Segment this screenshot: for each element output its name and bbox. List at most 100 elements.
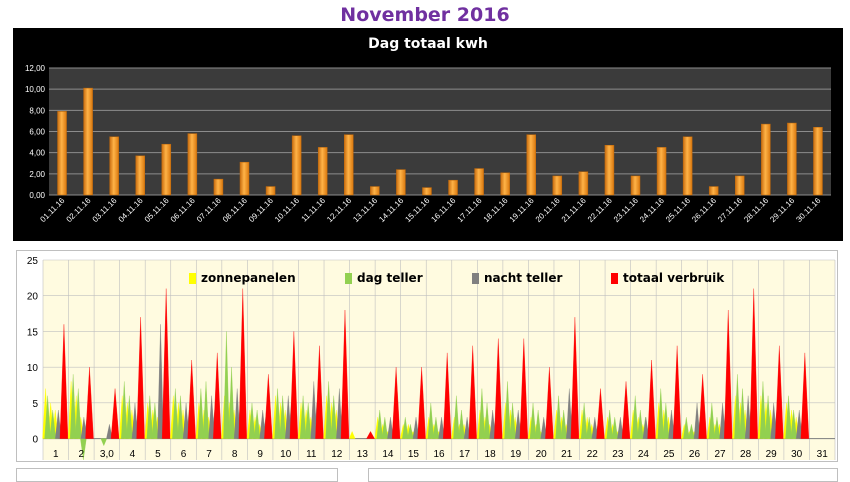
x-tick-label: 10.11.16 xyxy=(273,196,301,224)
spike xyxy=(381,417,389,439)
spike xyxy=(698,374,707,439)
spike xyxy=(172,388,179,439)
spike xyxy=(570,317,580,439)
bar xyxy=(813,127,823,196)
spike xyxy=(330,395,337,439)
page-title: November 2016 xyxy=(340,4,510,26)
x-tick-label: 11.11.16 xyxy=(300,196,328,224)
x-tick-label: 6 xyxy=(181,449,187,460)
x-tick-label: 15.11.16 xyxy=(403,196,431,224)
chart-title: Dag totaal kwh xyxy=(368,36,488,52)
bar xyxy=(239,161,250,196)
spike xyxy=(126,395,133,439)
x-tick-label: 12.11.16 xyxy=(325,196,353,224)
y-tick-label: 15 xyxy=(27,327,39,338)
spike xyxy=(708,402,716,439)
bar xyxy=(735,175,745,196)
spike xyxy=(749,288,758,439)
bar xyxy=(161,143,172,196)
bar xyxy=(708,186,719,196)
bar xyxy=(630,175,641,196)
x-tick-label: 13.11.16 xyxy=(351,196,379,224)
spike xyxy=(238,288,247,439)
spike xyxy=(427,402,434,439)
spike xyxy=(279,395,286,439)
spike xyxy=(340,309,350,439)
x-tick-label: 22 xyxy=(587,449,599,460)
spike xyxy=(683,417,690,439)
x-tick-label: 21.11.16 xyxy=(560,196,588,224)
y-tick-label: 20 xyxy=(27,292,39,303)
spike xyxy=(177,395,184,439)
spike xyxy=(647,359,656,439)
bar xyxy=(109,136,119,196)
bar xyxy=(526,134,536,196)
x-tick-label: 19.11.16 xyxy=(508,196,536,224)
x-tick-label: 31 xyxy=(817,449,829,460)
x-tick-label: 29.11.16 xyxy=(768,196,796,224)
spike xyxy=(366,431,375,439)
x-tick-label: 24 xyxy=(638,449,650,460)
bar xyxy=(83,87,93,196)
y-tick-label: 0,00 xyxy=(29,191,45,200)
spike xyxy=(611,417,618,439)
x-tick-label: 06.11.16 xyxy=(169,196,197,224)
x-tick-label: 29 xyxy=(766,449,778,460)
spike xyxy=(161,288,171,439)
spike xyxy=(376,409,383,439)
x-tick-label: 21 xyxy=(561,449,573,460)
spike xyxy=(724,309,733,439)
bar xyxy=(265,186,276,196)
x-tick-label: 9 xyxy=(257,449,263,460)
x-tick-label: 17 xyxy=(459,449,471,460)
spike xyxy=(586,417,593,439)
spike xyxy=(494,338,503,439)
spike xyxy=(545,367,554,439)
x-tick-label: 10 xyxy=(280,449,292,460)
bar xyxy=(761,123,771,196)
spike xyxy=(596,388,605,439)
spike xyxy=(483,402,491,439)
spike xyxy=(739,388,746,439)
bar xyxy=(500,172,510,196)
x-tick-label: 16 xyxy=(433,449,445,460)
x-tick-label: 15 xyxy=(408,449,420,460)
y-tick-label: 2,00 xyxy=(29,170,45,179)
x-tick-label: 19 xyxy=(510,449,522,460)
spike xyxy=(790,409,797,439)
spike xyxy=(402,417,409,439)
x-tick-label: 8 xyxy=(232,449,238,460)
spike xyxy=(529,402,537,439)
spike xyxy=(407,424,414,439)
bar xyxy=(578,171,589,196)
spike xyxy=(59,324,69,439)
bar xyxy=(213,178,224,196)
spike xyxy=(315,345,324,439)
x-tick-label: 27.11.16 xyxy=(716,196,744,224)
x-tick-label: 5 xyxy=(155,449,161,460)
spike xyxy=(228,367,235,439)
x-tick-label: 30 xyxy=(791,449,803,460)
legend-item-nacht-teller: nacht teller xyxy=(472,271,562,285)
y-tick-label: 10 xyxy=(27,363,39,374)
daily-total-plot: 0,002,004,006,008,0010,0012,0001.11.1602… xyxy=(25,64,831,224)
legend-label-totaal-verbruik: totaal verbruik xyxy=(623,271,725,285)
bar xyxy=(344,134,354,196)
spike xyxy=(775,345,784,439)
x-tick-label: 2 xyxy=(79,449,85,460)
spike xyxy=(580,402,588,439)
legend-swatch-dag-teller xyxy=(345,272,352,284)
y-tick-label: 5 xyxy=(32,399,38,410)
spike xyxy=(688,424,695,439)
spike xyxy=(555,395,562,439)
x-tick-label: 4 xyxy=(130,449,136,460)
bar xyxy=(57,111,67,196)
bar xyxy=(604,145,615,196)
x-tick-label: 16.11.16 xyxy=(429,196,457,224)
x-tick-label: 08.11.16 xyxy=(221,196,249,224)
spike xyxy=(764,395,772,439)
spike xyxy=(443,352,452,439)
x-tick-label: 28.11.16 xyxy=(742,196,770,224)
x-tick-label: 26.11.16 xyxy=(690,196,718,224)
spike xyxy=(606,409,613,439)
